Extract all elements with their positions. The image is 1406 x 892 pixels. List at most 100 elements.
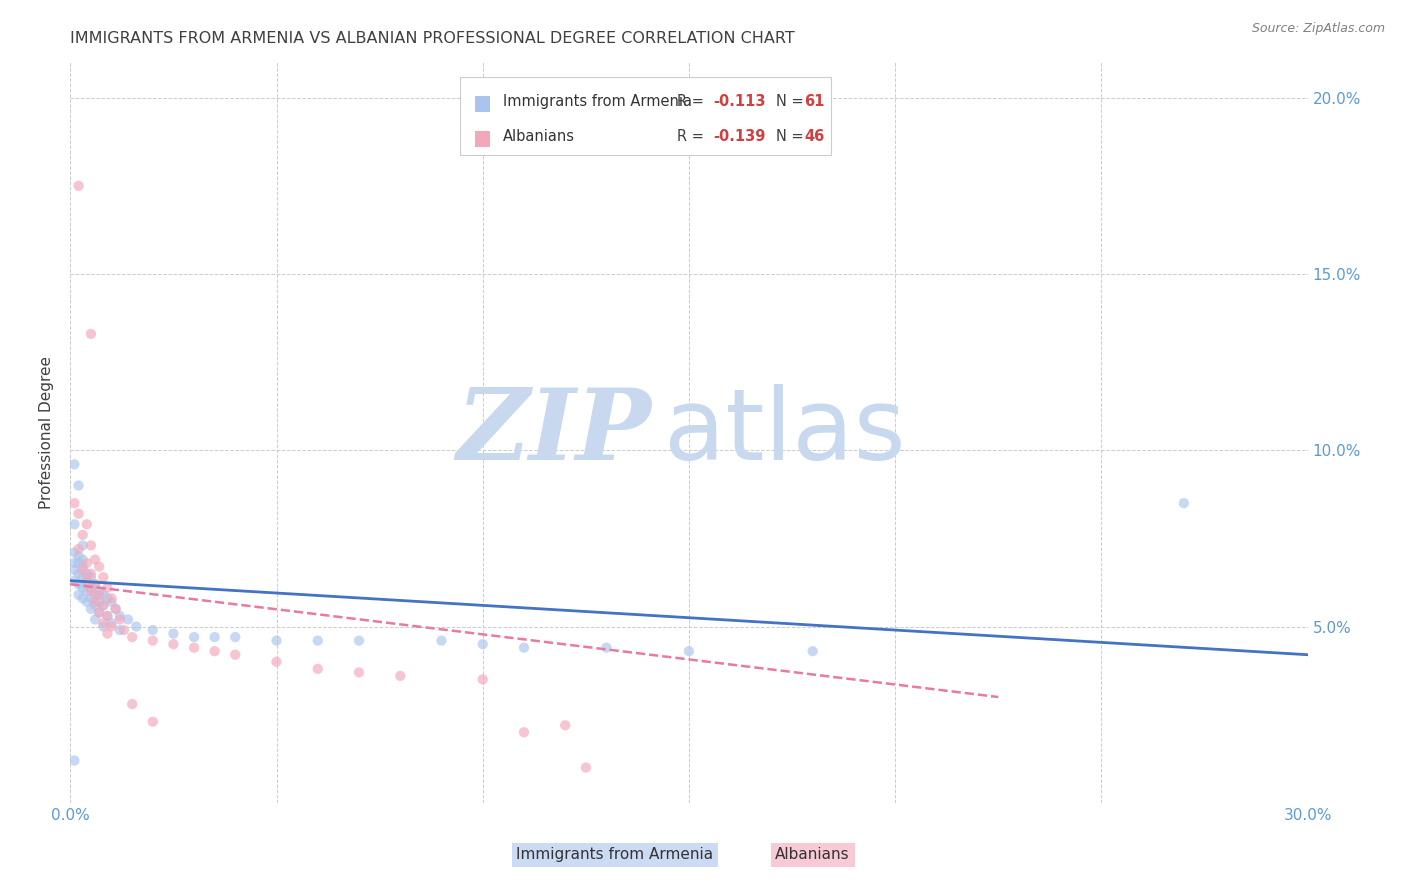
Point (80, 581, 103, 595)
Point (89, 584, 111, 599)
Text: atlas: atlas (664, 384, 905, 481)
Text: Immigrants from Armenia: Immigrants from Armenia (503, 94, 692, 109)
Point (76, 584, 98, 599)
Text: 46: 46 (804, 129, 824, 144)
Point (91, 619, 114, 633)
Point (471, 673, 494, 687)
Point (266, 633, 288, 648)
Point (72, 538, 94, 552)
Point (224, 630, 246, 644)
Text: Source: ZipAtlas.com: Source: ZipAtlas.com (1251, 22, 1385, 36)
Point (72, 552, 94, 566)
Point (63, 545, 86, 559)
Point (63, 458, 86, 472)
Point (307, 633, 329, 648)
Point (89, 606, 111, 620)
Text: ZIP: ZIP (457, 384, 652, 481)
Point (96, 581, 118, 595)
Point (67, 507, 90, 521)
Point (63, 556, 86, 570)
Point (72, 581, 94, 595)
Point (67, 556, 90, 570)
Point (1173, 496, 1195, 510)
Point (67, 541, 90, 556)
Point (84, 577, 107, 591)
Point (104, 602, 127, 616)
Point (117, 612, 139, 626)
Y-axis label: Professional Degree: Professional Degree (39, 356, 55, 509)
Point (80, 602, 103, 616)
Point (67, 478, 90, 492)
Point (91, 599, 114, 613)
Point (100, 591, 122, 606)
Point (678, 644, 700, 658)
Point (91, 570, 114, 584)
Point (76, 574, 98, 588)
Point (347, 633, 370, 648)
Text: R =: R = (676, 129, 703, 144)
Point (108, 612, 131, 626)
Text: -0.139: -0.139 (714, 129, 766, 144)
Point (80, 591, 103, 606)
Point (89, 595, 111, 609)
Point (63, 496, 86, 510)
Point (89, 559, 111, 574)
Point (142, 714, 165, 729)
Point (142, 623, 165, 637)
FancyBboxPatch shape (460, 78, 831, 155)
Point (224, 648, 246, 662)
Point (100, 615, 122, 630)
Point (91, 588, 114, 602)
Point (67, 549, 90, 563)
Point (84, 612, 107, 626)
FancyBboxPatch shape (475, 130, 489, 147)
Point (80, 326, 103, 341)
Point (89, 606, 111, 620)
Text: Albanians: Albanians (503, 129, 575, 144)
Point (121, 630, 143, 644)
Point (125, 619, 148, 633)
Text: R =: R = (676, 94, 703, 109)
Point (801, 644, 824, 658)
Point (96, 626, 118, 640)
Point (72, 591, 94, 606)
Point (84, 595, 107, 609)
Point (72, 528, 94, 542)
Point (554, 718, 576, 732)
Point (96, 591, 118, 606)
Point (67, 566, 90, 581)
Point (63, 517, 86, 532)
Point (89, 588, 111, 602)
Point (91, 599, 114, 613)
Text: N =: N = (776, 94, 803, 109)
Point (100, 595, 122, 609)
Point (80, 570, 103, 584)
Point (430, 633, 453, 648)
Point (63, 574, 86, 588)
Point (162, 637, 184, 651)
Point (142, 633, 165, 648)
Point (595, 640, 617, 655)
Point (104, 602, 127, 616)
Point (80, 538, 103, 552)
Point (108, 623, 131, 637)
Point (72, 559, 94, 574)
Point (67, 178, 90, 193)
Point (76, 517, 98, 532)
Point (266, 655, 288, 669)
Point (96, 609, 118, 624)
Text: Immigrants from Armenia: Immigrants from Armenia (516, 847, 713, 863)
Point (84, 599, 107, 613)
Point (204, 630, 226, 644)
Point (513, 725, 536, 739)
FancyBboxPatch shape (475, 95, 489, 112)
Point (108, 609, 131, 624)
Point (84, 577, 107, 591)
Text: 61: 61 (804, 94, 824, 109)
Point (389, 669, 412, 683)
Point (347, 665, 370, 680)
Point (96, 609, 118, 624)
Point (162, 626, 184, 640)
Text: -0.113: -0.113 (714, 94, 766, 109)
Point (121, 697, 143, 711)
